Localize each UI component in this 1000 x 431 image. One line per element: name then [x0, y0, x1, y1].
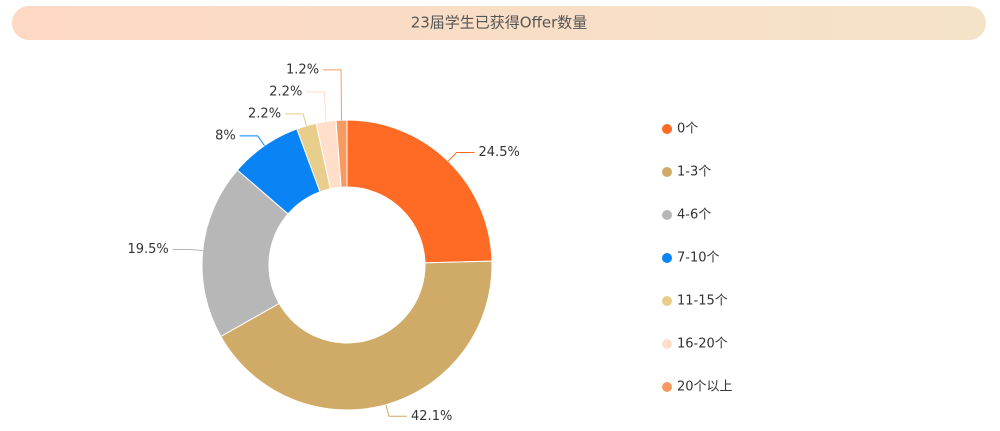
title-bar: [12, 6, 986, 40]
slice: [346, 119, 493, 264]
slice: [335, 119, 348, 188]
data-label: 19.5%: [127, 242, 168, 257]
leader-line: [306, 91, 327, 122]
legend-marker: [662, 339, 672, 349]
data-label: 42.1%: [411, 409, 452, 424]
legend-marker: [662, 167, 672, 177]
leader-line: [239, 135, 265, 147]
legend-label: 16-20个: [677, 337, 728, 352]
leader-line: [385, 404, 408, 417]
legend-label: 20个以上: [677, 380, 733, 395]
legend-label: 1-3个: [677, 165, 711, 180]
leader-line: [285, 113, 307, 126]
legend-marker: [662, 124, 672, 134]
data-label: 2.2%: [269, 84, 302, 99]
leader-line: [172, 248, 203, 252]
slice: [220, 260, 493, 411]
data-label: 1.2%: [286, 62, 319, 77]
legend-marker: [662, 296, 672, 306]
legend-marker: [662, 382, 672, 392]
leader-line: [447, 152, 475, 162]
legend-label: 0个: [677, 122, 698, 137]
data-label: 2.2%: [248, 106, 281, 121]
data-label: 8%: [215, 128, 236, 143]
chart-title: 23届学生已获得Offer数量: [411, 14, 588, 32]
legend-marker: [662, 210, 672, 220]
legend-label: 11-15个: [677, 294, 728, 309]
legend-label: 4-6个: [677, 208, 711, 223]
legend-label: 7-10个: [677, 251, 720, 266]
data-label: 24.5%: [479, 145, 520, 160]
leader-line: [323, 69, 343, 121]
legend-marker: [662, 253, 672, 263]
